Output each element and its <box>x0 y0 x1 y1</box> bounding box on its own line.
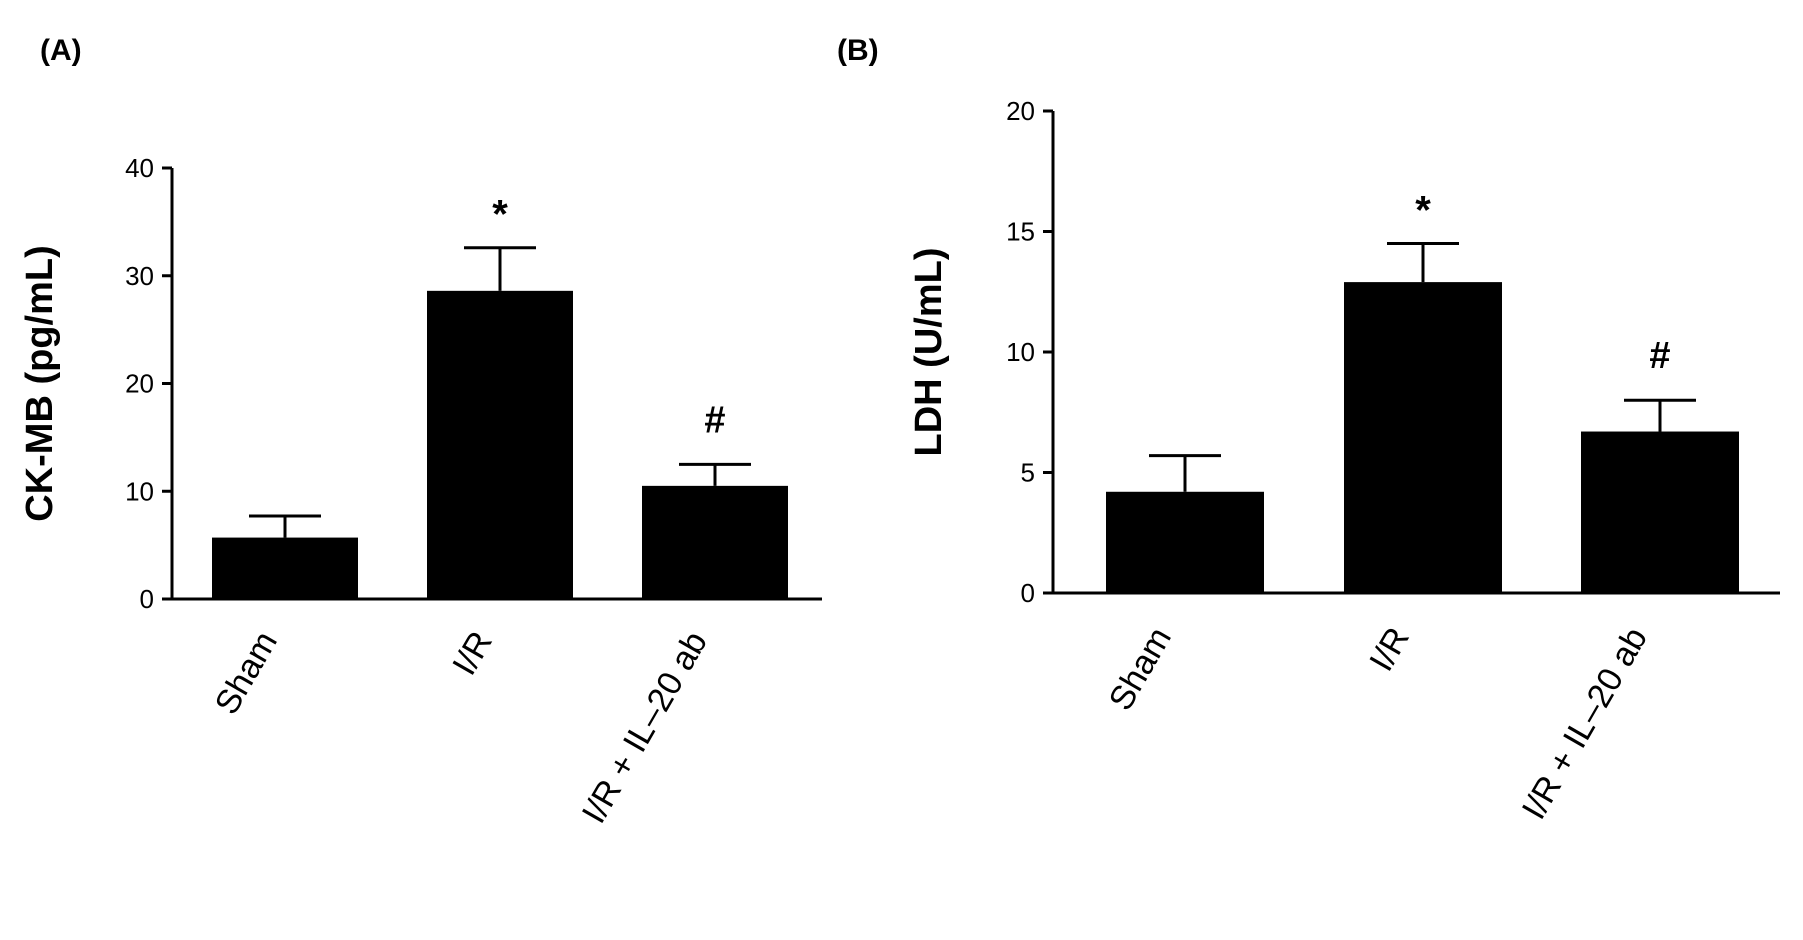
panel-label: (B) <box>837 34 879 67</box>
significance-marker: * <box>492 193 508 237</box>
y-tick-label: 15 <box>1006 217 1035 247</box>
significance-marker: # <box>704 399 725 441</box>
bar <box>1581 431 1739 593</box>
panel-label: (A) <box>40 34 82 67</box>
y-tick-label: 20 <box>125 369 154 399</box>
y-tick-label: 10 <box>125 476 154 506</box>
category-label: I/R <box>445 625 500 682</box>
significance-marker: * <box>1415 189 1431 233</box>
y-tick-label: 20 <box>1006 96 1035 126</box>
y-tick-label: 30 <box>125 261 154 291</box>
bar <box>1344 282 1502 593</box>
y-axis-title: CK-MB (pg/mL) <box>19 245 61 521</box>
panel-a: (A) 0 10 20 30 40 CK-MB (pg/mL) Sham * I/R # I/R + … <box>19 34 822 830</box>
category-label: Sham <box>208 625 285 721</box>
category-label: Sham <box>1102 621 1179 717</box>
category-label: I/R + IL–20 ab <box>575 625 715 830</box>
category-label: I/R + IL–20 ab <box>1515 621 1655 826</box>
bar <box>212 537 358 599</box>
y-tick-label: 0 <box>140 584 154 614</box>
category-label: I/R <box>1362 621 1417 678</box>
y-tick-label: 0 <box>1021 578 1035 608</box>
panel-b: (B) 0 5 10 15 20 LDH (U/mL) Sham * I/R # I/R + IL–2… <box>837 34 1780 826</box>
y-tick-label: 5 <box>1021 458 1035 488</box>
y-tick-label: 40 <box>125 153 154 183</box>
bar <box>642 485 788 599</box>
y-tick-label: 10 <box>1006 337 1035 367</box>
bar <box>427 290 573 599</box>
significance-marker: # <box>1649 335 1670 377</box>
bar <box>1106 491 1264 593</box>
y-axis-title: LDH (U/mL) <box>908 248 950 457</box>
